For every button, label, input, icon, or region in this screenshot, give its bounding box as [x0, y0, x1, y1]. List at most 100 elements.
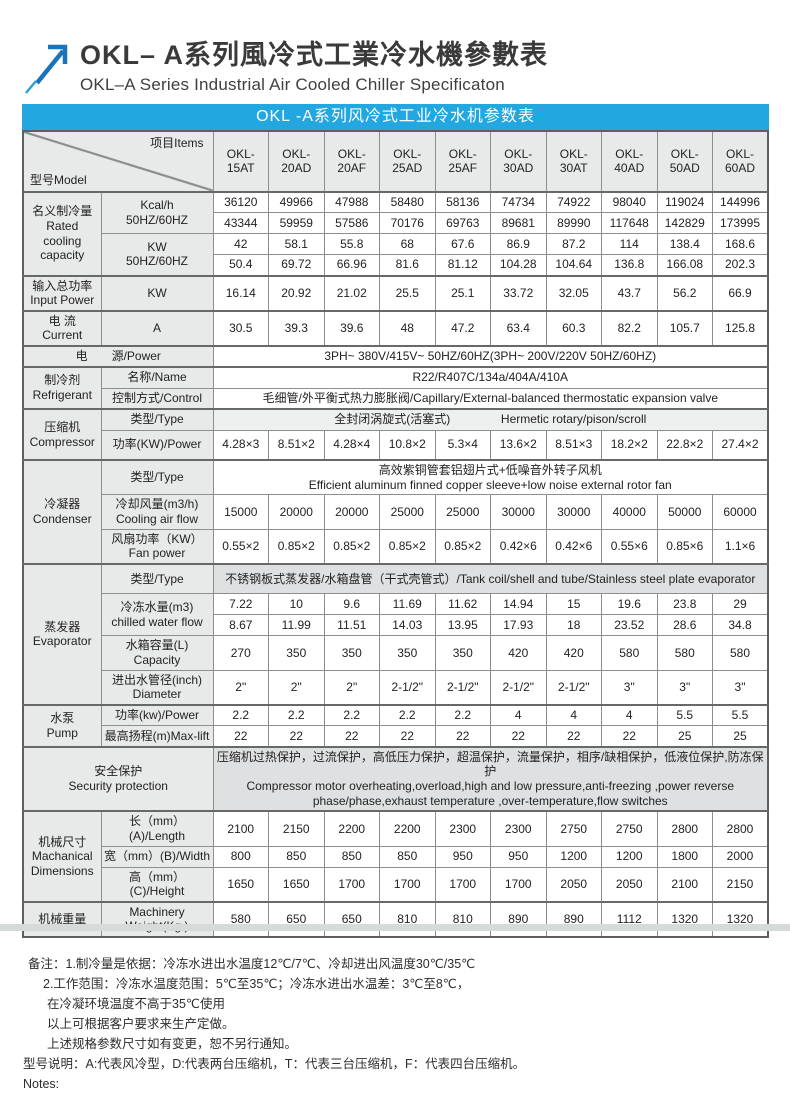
- kw-60hz-cell: 50.4: [212, 254, 269, 276]
- current-cell: 63.4: [490, 309, 547, 347]
- compressor-power-cell: 22.8×2: [656, 429, 713, 461]
- pipe-diameter-cell: 2": [268, 669, 325, 706]
- note-line-5: 上述规格参数尺寸如有变更，恕不另行通知。: [47, 1037, 298, 1051]
- diagonal-divider: [24, 132, 213, 191]
- pump-power-cell: 2.2: [212, 703, 269, 727]
- row-kw-50hz: KW 50HZ/60HZ 42 58.1 55.8 68 67.6 86.9 87.2 114…: [23, 233, 769, 276]
- height-cell: 1650: [212, 866, 269, 903]
- cooling-airflow-cell: 20000: [323, 494, 380, 530]
- pump-power-cell: 2.2: [379, 703, 436, 727]
- length-cell: 2100: [212, 810, 269, 847]
- compressor-power-cell: 18.2×2: [601, 429, 658, 461]
- weight-cell: 890: [490, 900, 547, 938]
- pump-lift-cell: 22: [212, 725, 269, 748]
- refrigerant-control-value: 毛细管/外平衡式热力膨胀阀/Capillary/External-balance…: [212, 387, 769, 410]
- label-compressor: 压缩机 Compressor: [22, 408, 102, 461]
- label-condenser-type: 类型/Type: [100, 459, 214, 496]
- chilled-water-50hz-cell: 10: [268, 593, 325, 616]
- label-condenser: 冷凝器 Condenser: [22, 459, 102, 565]
- width-cell: 850: [268, 845, 325, 868]
- row-height: 高（mm）(C)/Height 1650 1650 1700 1700 1700 1700…: [23, 866, 769, 903]
- width-cell: 850: [379, 845, 436, 868]
- fan-power-cell: 1.1×6: [712, 528, 769, 565]
- kcal-50hz-cell: 58136: [434, 190, 491, 213]
- row-chilled-water-50hz: 冷冻水量(m3) chilled water flow 7.22 10 9.6 11.…: [23, 593, 769, 637]
- pipe-diameter-cell: 2": [212, 669, 269, 706]
- kw-60hz-cell: 166.08: [656, 254, 713, 276]
- kcal-50hz-cell: 49966: [268, 190, 325, 213]
- weight-cell: 650: [268, 900, 325, 938]
- row-compressor-type: 压缩机 Compressor 类型/Type 全封闭涡旋式(活塞式) Herme…: [22, 408, 769, 461]
- label-kcal-unit: Kcal/h 50HZ/60HZ: [100, 190, 214, 234]
- compressor-power-cell: 10.8×2: [379, 429, 436, 461]
- label-pump: 水泵 Pump: [22, 703, 102, 748]
- pump-lift-cell: 25: [712, 725, 769, 748]
- label-input-power-unit: KW: [100, 274, 214, 312]
- kcal-50hz-cell: 58480: [379, 190, 436, 213]
- label-refrigerant-control: 控制方式/Control: [100, 387, 214, 410]
- model-header-cell: OKL-60AD: [712, 130, 769, 192]
- note-line-2: 2.工作范围：冷冻水温度范围：5℃至35℃；冷冻水进出水温差：3℃至8℃，: [43, 977, 470, 991]
- kcal-60hz-cell: 70176: [379, 212, 436, 234]
- label-dimensions: 机械尺寸 Machanical Dimensions: [22, 810, 102, 903]
- kcal-50hz-cell: 144996: [712, 190, 769, 213]
- pump-lift-cell: 22: [490, 725, 547, 748]
- fan-power-cell: 0.42×6: [545, 528, 602, 565]
- length-cell: 2200: [323, 810, 380, 847]
- pipe-diameter-cell: 2": [323, 669, 380, 706]
- security-value-en: Compressor motor overheating,overload,hi…: [246, 779, 735, 808]
- tank-capacity-cell: 350: [268, 635, 325, 671]
- row-refrigerant-control: 控制方式/Control 毛细管/外平衡式热力膨胀阀/Capillary/Ext…: [23, 387, 769, 410]
- note-line-3: 在冷凝环境温度不高于35℃使用: [47, 997, 225, 1011]
- pump-power-cell: 4: [545, 703, 602, 727]
- arrow-logo-icon: [25, 44, 68, 94]
- chilled-water-60hz-cell: 17.93: [490, 614, 547, 637]
- label-width: 宽（mm）(B)/Width: [100, 845, 214, 868]
- kw-60hz-cell: 81.12: [434, 254, 491, 276]
- model-header-row: 型号Model 项目Items OKL-15AT OKL-20AD OKL-20AF…: [22, 130, 769, 192]
- label-current: 电 流 Current: [22, 309, 102, 347]
- evaporator-type-value: 不锈钢板式蒸发器/水箱盘管（干式壳管式）/Tank coil/shell and…: [212, 562, 769, 595]
- model-header-cell: OKL-30AD: [490, 130, 547, 192]
- kcal-60hz-cell: 173995: [712, 212, 769, 234]
- row-condenser-airflow: 冷却风量(m3/h) Cooling air flow 15000 20000 20…: [23, 494, 769, 530]
- security-value: 压缩机过热保护，过流保护，高低压力保护，超温保护，流量保护，相序/缺相保护，低液…: [212, 745, 769, 812]
- compressor-power-cell: 4.28×3: [212, 429, 269, 461]
- tank-capacity-cell: 420: [545, 635, 602, 671]
- label-input-power: 输入总功率 Input Power: [22, 274, 102, 312]
- pump-power-cell: 4: [490, 703, 547, 727]
- current-cell: 82.2: [601, 309, 658, 347]
- tank-capacity-cell: 580: [601, 635, 658, 671]
- note-line-4: 以上可根据客户要求来生产定做。: [47, 1017, 235, 1031]
- model-header-cell: OKL-50AD: [656, 130, 713, 192]
- kw-60hz-cell: 66.96: [323, 254, 380, 276]
- label-current-unit: A: [100, 309, 214, 347]
- chilled-water-60hz-cell: 18: [545, 614, 602, 637]
- fan-power-cell: 0.42×6: [490, 528, 547, 565]
- fan-power-cell: 0.85×2: [379, 528, 436, 565]
- fan-power-cell: 0.85×2: [434, 528, 491, 565]
- row-pump-lift: 最高扬程(m)Max-lift 22 22 22 22 22 22 22 22 25 25: [23, 725, 769, 748]
- input-power-cell: 21.02: [323, 274, 380, 312]
- length-cell: 2800: [712, 810, 769, 847]
- current-cell: 125.8: [712, 309, 769, 347]
- chilled-water-50hz-cell: 19.6: [601, 593, 658, 616]
- length-cell: 2800: [656, 810, 713, 847]
- chilled-water-50hz-cell: 11.69: [379, 593, 436, 616]
- label-rated-capacity: 名义制冷量 Rated cooling capacity: [22, 190, 102, 276]
- tank-capacity-cell: 350: [323, 635, 380, 671]
- chilled-water-60hz-cell: 23.52: [601, 614, 658, 637]
- weight-cell: 890: [545, 900, 602, 938]
- label-height: 高（mm）(C)/Height: [100, 866, 214, 903]
- label-power-supply: 电 源/Power: [22, 345, 214, 368]
- input-power-cell: 25.5: [379, 274, 436, 312]
- pump-power-cell: 2.2: [434, 703, 491, 727]
- input-power-cell: 66.9: [712, 274, 769, 312]
- width-cell: 950: [434, 845, 491, 868]
- kw-60hz-cell: 136.8: [601, 254, 658, 276]
- condenser-type-value: 高效紫铜管套铝翅片式+低噪音外转子风机 Efficient aluminum f…: [212, 459, 769, 496]
- kcal-60hz-cell: 142829: [656, 212, 713, 234]
- row-pipe-diameter: 进出水管径(inch) Diameter 2" 2" 2" 2-1/2" 2-1/2" 2…: [23, 669, 769, 706]
- label-compressor-type: 类型/Type: [100, 408, 214, 431]
- pipe-diameter-cell: 3": [656, 669, 713, 706]
